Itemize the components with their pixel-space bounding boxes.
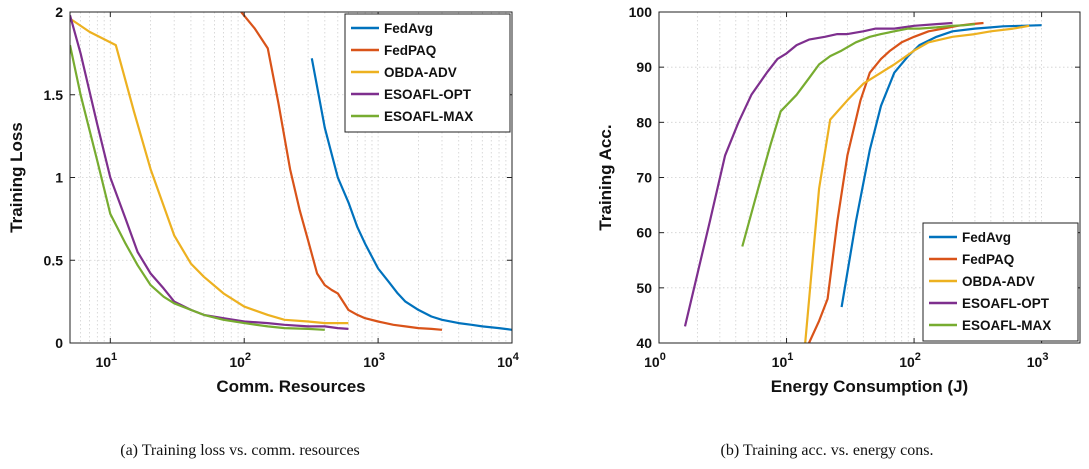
legend-label-fedavg: FedAvg: [962, 230, 1011, 245]
x-tick-label: 102: [229, 351, 251, 370]
x-tick-exponent: 3: [379, 351, 385, 363]
x-tick-label: 101: [95, 351, 117, 370]
series-line-fedpaq: [807, 21, 984, 343]
legend-label-obda-adv: OBDA-ADV: [384, 65, 457, 80]
x-tick-exponent: 2: [915, 351, 921, 363]
series-line-obda-adv: [70, 17, 349, 325]
y-tick-label: 0.5: [44, 252, 64, 268]
x-tick-label: 103: [1027, 351, 1049, 370]
y-tick-label: 1: [55, 170, 63, 186]
x-axis-label: Comm. Resources: [216, 377, 365, 396]
x-tick-label: 104: [497, 351, 520, 370]
y-tick-label: 0: [55, 335, 63, 351]
legend-label-fedpaq: FedPAQ: [962, 252, 1014, 267]
legend-label-esoafl-opt: ESOAFL-OPT: [962, 296, 1050, 311]
y-tick-label: 2: [55, 4, 63, 20]
y-tick-label: 1.5: [44, 87, 64, 103]
series-line-fedavg: [310, 58, 512, 331]
x-tick-base: 10: [644, 354, 660, 370]
y-tick-label: 100: [629, 4, 653, 20]
legend: FedAvg FedPAQ OBDA-ADV ESOAFL-OPT ESOAFL-MAX: [344, 13, 511, 133]
legend-label-esoafl-max: ESOAFL-MAX: [384, 109, 473, 124]
series-line-esoafl-max: [741, 23, 976, 247]
x-tick-exponent: 0: [660, 351, 666, 363]
grid: [658, 11, 1081, 344]
legend-label-esoafl-opt: ESOAFL-OPT: [384, 87, 472, 102]
y-tick-label: 90: [636, 59, 652, 75]
x-tick-base: 10: [1027, 354, 1043, 370]
x-tick-label: 103: [363, 351, 385, 370]
legend-label-fedavg: FedAvg: [384, 21, 433, 36]
caption-b: (b) Training acc. vs. energy cons.: [721, 442, 934, 459]
y-axis-label: Training Acc.: [596, 124, 615, 230]
x-tick-label: 102: [899, 351, 921, 370]
series-group: [70, 12, 512, 331]
x-tick-base: 10: [95, 354, 111, 370]
y-tick-label: 70: [636, 170, 652, 186]
x-tick-exponent: 3: [1042, 351, 1048, 363]
x-tick-base: 10: [772, 354, 788, 370]
series-group: [683, 21, 1042, 343]
caption-a: (a) Training loss vs. comm. resources: [120, 442, 360, 459]
x-axis-label: Energy Consumption (J): [771, 377, 968, 396]
series-line-fedavg: [840, 24, 1042, 308]
legend: FedAvg FedPAQ OBDA-ADV ESOAFL-OPT ESOAFL-MAX: [922, 222, 1079, 342]
series-line-esoafl-max: [70, 44, 325, 331]
y-tick-label: 40: [636, 335, 652, 351]
series-line-esoafl-opt: [683, 21, 953, 327]
legend-label-obda-adv: OBDA-ADV: [962, 274, 1035, 289]
x-tick-exponent: 4: [513, 351, 520, 363]
x-tick-base: 10: [497, 354, 513, 370]
series-line-fedpaq: [240, 12, 443, 331]
legend-label-fedpaq: FedPAQ: [384, 43, 436, 58]
x-tick-base: 10: [229, 354, 245, 370]
x-tick-exponent: 1: [111, 351, 117, 363]
x-tick-base: 10: [363, 354, 379, 370]
y-axis-label: Training Loss: [7, 122, 26, 233]
x-tick-exponent: 2: [245, 351, 251, 363]
y-tick-label: 60: [636, 225, 652, 241]
x-tick-base: 10: [899, 354, 915, 370]
x-tick-exponent: 1: [787, 351, 793, 363]
legend-label-esoafl-max: ESOAFL-MAX: [962, 318, 1051, 333]
series-line-obda-adv: [804, 24, 1030, 343]
x-tick-label: 100: [644, 351, 666, 370]
y-tick-label: 80: [636, 114, 652, 130]
x-tick-label: 101: [772, 351, 794, 370]
y-tick-label: 50: [636, 280, 652, 296]
